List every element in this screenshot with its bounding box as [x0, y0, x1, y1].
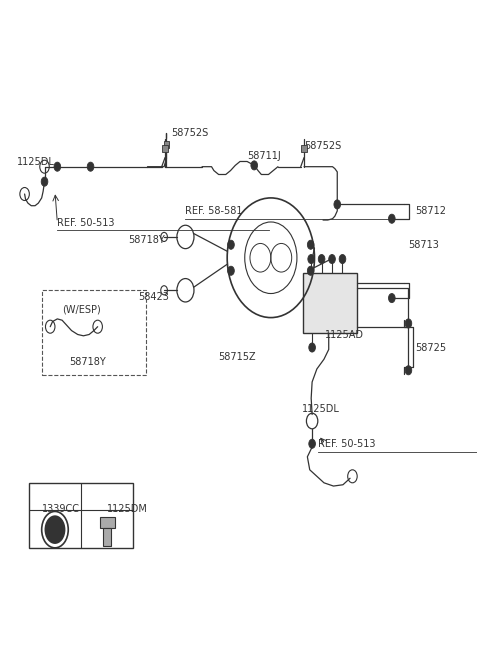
Circle shape: [309, 440, 315, 448]
Text: 58752S: 58752S: [304, 141, 341, 151]
Text: 1125DL: 1125DL: [17, 157, 55, 167]
Circle shape: [41, 177, 48, 186]
Circle shape: [339, 255, 346, 264]
Text: 58711J: 58711J: [247, 151, 281, 161]
Circle shape: [405, 366, 412, 375]
Text: 58718Y: 58718Y: [129, 236, 165, 245]
Circle shape: [307, 240, 314, 249]
Bar: [301, 144, 307, 152]
Bar: [164, 140, 169, 148]
Bar: [162, 144, 168, 152]
Circle shape: [318, 255, 325, 264]
Bar: [29, 483, 133, 548]
Text: 1125AD: 1125AD: [325, 329, 364, 340]
Text: 1339CC: 1339CC: [42, 504, 80, 514]
Text: 58752S: 58752S: [171, 128, 208, 138]
Text: 1125DL: 1125DL: [301, 404, 339, 415]
Text: REF. 50-513: REF. 50-513: [57, 218, 115, 228]
Circle shape: [308, 255, 314, 264]
Circle shape: [228, 266, 234, 276]
Text: 1125DM: 1125DM: [107, 504, 148, 514]
Text: 58713: 58713: [408, 239, 439, 250]
Circle shape: [329, 255, 336, 264]
Circle shape: [309, 343, 315, 352]
Circle shape: [388, 293, 395, 302]
Text: 58725: 58725: [416, 342, 447, 352]
Text: 58423: 58423: [138, 292, 169, 302]
Bar: [99, 517, 115, 528]
Circle shape: [228, 240, 234, 249]
Circle shape: [45, 516, 65, 544]
Bar: [302, 274, 357, 333]
Circle shape: [251, 161, 258, 170]
Circle shape: [87, 162, 94, 171]
Circle shape: [334, 200, 341, 209]
Bar: [42, 290, 146, 375]
Circle shape: [388, 214, 395, 223]
Text: 58715Z: 58715Z: [219, 352, 256, 362]
Circle shape: [307, 266, 314, 276]
Text: 58712: 58712: [416, 206, 446, 216]
Text: REF. 58-581: REF. 58-581: [185, 206, 243, 216]
Circle shape: [54, 162, 60, 171]
Circle shape: [48, 520, 62, 540]
Bar: [103, 527, 111, 546]
Text: REF. 50-513: REF. 50-513: [318, 439, 376, 449]
Text: 58718Y: 58718Y: [69, 357, 106, 367]
Circle shape: [405, 319, 412, 328]
Text: (W/ESP): (W/ESP): [62, 305, 101, 315]
